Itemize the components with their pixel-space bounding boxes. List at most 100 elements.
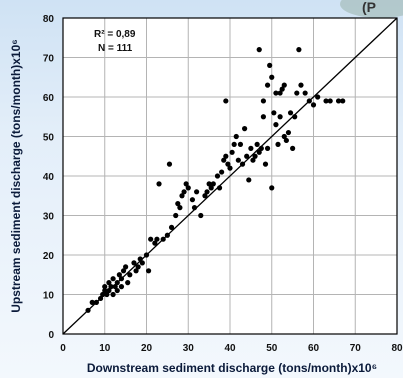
data-point <box>225 161 231 167</box>
data-point <box>294 90 300 96</box>
data-point <box>118 276 125 282</box>
data-point <box>256 47 262 53</box>
data-point <box>133 268 139 274</box>
data-point <box>145 268 152 274</box>
data-point <box>221 157 227 163</box>
data-point <box>156 181 162 187</box>
x-tick-label: 0 <box>60 343 66 354</box>
data-point <box>298 82 304 88</box>
data-point <box>250 157 256 163</box>
data-point <box>264 82 271 88</box>
x-tick-label: 60 <box>308 343 320 354</box>
corner-decoration: (P <box>340 0 403 18</box>
data-point <box>206 181 212 187</box>
data-point <box>231 141 237 147</box>
data-point <box>85 307 91 313</box>
data-point <box>179 193 185 199</box>
data-point <box>189 197 196 203</box>
data-point <box>173 212 179 219</box>
data-point <box>97 295 104 302</box>
data-point <box>239 161 246 167</box>
data-point <box>143 252 150 258</box>
data-point <box>229 149 235 155</box>
y-tick-label: 30 <box>43 212 55 223</box>
sample-size-annotation: N = 111 <box>98 43 133 54</box>
data-point <box>106 280 112 286</box>
data-point <box>104 291 110 298</box>
data-point <box>233 133 239 140</box>
data-point <box>258 145 264 151</box>
data-point <box>148 236 154 242</box>
x-tick-label: 30 <box>183 343 195 354</box>
data-point <box>260 98 266 104</box>
data-point <box>310 102 317 108</box>
data-point <box>273 90 279 96</box>
data-point <box>256 149 262 155</box>
data-points <box>85 47 346 313</box>
data-point <box>260 114 266 120</box>
data-point <box>177 205 183 211</box>
data-point <box>279 86 285 92</box>
data-point <box>102 284 108 290</box>
data-point <box>216 185 223 191</box>
plot-frame <box>62 17 398 335</box>
data-point <box>335 98 342 104</box>
data-point <box>277 90 283 96</box>
corner-fragment-text: (P <box>362 0 376 15</box>
data-point <box>208 185 214 191</box>
x-tick-label: 40 <box>224 343 236 354</box>
r-squared-annotation: R² = 0,89 <box>94 29 136 40</box>
y-tick-label: 80 <box>43 14 55 25</box>
data-point <box>139 260 145 266</box>
data-point <box>244 153 250 159</box>
data-point <box>164 232 170 238</box>
data-point <box>210 181 216 187</box>
data-point <box>100 291 106 298</box>
y-tick-label: 50 <box>43 133 55 144</box>
data-point <box>283 137 289 144</box>
data-point <box>110 276 116 282</box>
data-point <box>125 280 131 286</box>
data-point <box>108 284 114 290</box>
data-point <box>227 165 233 171</box>
data-point <box>269 74 275 80</box>
data-point <box>287 110 294 116</box>
data-point <box>273 122 279 128</box>
y-tick-label: 40 <box>43 172 55 183</box>
data-point <box>269 185 275 191</box>
data-point <box>306 98 312 104</box>
data-point <box>198 212 204 219</box>
data-point <box>202 193 208 199</box>
data-point <box>242 126 248 132</box>
data-point <box>275 141 281 147</box>
data-point <box>93 299 99 305</box>
y-tick-label: 10 <box>43 291 55 302</box>
data-point <box>160 236 166 242</box>
data-point <box>102 287 108 294</box>
data-point <box>246 177 252 183</box>
data-point <box>114 287 120 294</box>
data-point <box>302 90 308 96</box>
y-tick-label: 0 <box>48 330 54 341</box>
data-point <box>315 94 321 100</box>
data-point <box>183 181 189 187</box>
data-point <box>223 153 229 159</box>
data-point <box>181 189 187 195</box>
data-point <box>154 236 160 242</box>
x-tick-label: 20 <box>141 343 153 354</box>
x-tick-label: 70 <box>350 343 362 354</box>
data-point <box>296 47 302 53</box>
data-point <box>262 161 269 167</box>
data-point <box>292 114 298 120</box>
y-tick-labels: 0 10 20 30 40 50 60 70 80 <box>43 14 55 341</box>
data-point <box>237 141 244 147</box>
data-point <box>152 240 158 246</box>
data-point <box>166 161 173 167</box>
data-point <box>127 272 133 278</box>
data-point <box>112 284 118 290</box>
data-point <box>252 153 258 159</box>
data-point <box>281 133 287 140</box>
data-point <box>223 98 229 104</box>
data-point <box>131 260 137 266</box>
y-tick-label: 60 <box>43 93 55 104</box>
